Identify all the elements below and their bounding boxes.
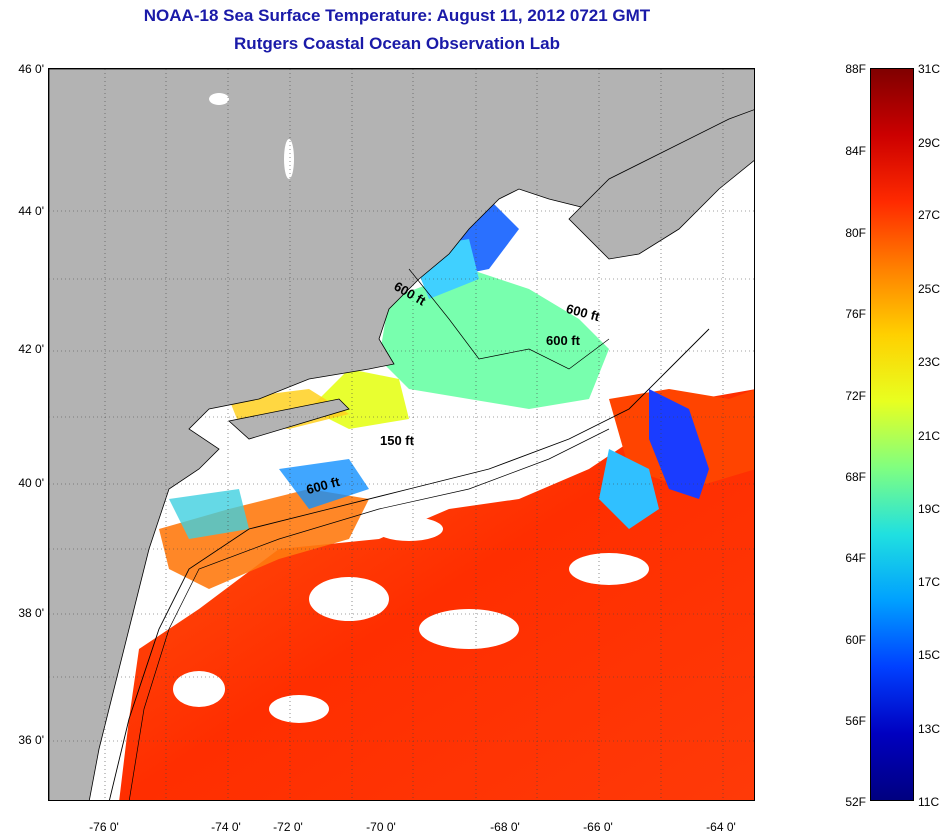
colorbar-f-label: 84F (845, 144, 866, 158)
lat-label: 38 0' (18, 606, 44, 620)
cloud-patch (375, 517, 443, 541)
lon-label: -74 0' (211, 820, 241, 834)
isobath-150ft (128, 428, 610, 800)
colorbar-c-label: 13C (918, 722, 941, 736)
lon-label: -70 0' (366, 820, 396, 834)
lake (209, 93, 229, 105)
lake (284, 139, 294, 179)
cool-water-east (599, 449, 659, 529)
lon-label: -66 0' (583, 820, 613, 834)
lat-label: 40 0' (18, 476, 44, 490)
lat-label: 46 0' (18, 62, 44, 76)
isobath-gulf (408, 268, 610, 370)
colorbar-c-label: 11C (918, 795, 940, 809)
colorbar-f-label: 72F (845, 389, 866, 403)
shelf-water (279, 459, 369, 509)
map-title: NOAA-18 Sea Surface Temperature: August … (143, 6, 651, 25)
temperature-colorbar (870, 68, 914, 801)
cold-water-east (649, 389, 709, 499)
colorbar-c-label: 25C (918, 282, 941, 296)
cloud-patch (269, 695, 329, 723)
warm-water (119, 389, 754, 800)
lon-label: -72 0' (273, 820, 303, 834)
colorbar-f-label: 76F (845, 307, 866, 321)
cloud-patch (569, 553, 649, 585)
colorbar-f-label: 52F (845, 795, 866, 809)
lat-label: 36 0' (18, 733, 44, 747)
colorbar-c-label: 23C (918, 355, 941, 369)
cloud-patch (419, 609, 519, 649)
colorbar-f-label: 80F (845, 226, 866, 240)
lat-label: 42 0' (18, 342, 44, 356)
colorbar-c-label: 15C (918, 648, 941, 662)
lon-label: -64 0' (706, 820, 736, 834)
colorbar-f-label: 60F (845, 633, 866, 647)
colorbar-c-label: 19C (918, 502, 941, 516)
isobath-label: 600 ft (546, 333, 580, 348)
long-island (228, 398, 350, 440)
lat-label: 44 0' (18, 204, 44, 218)
colorbar-c-label: 31C (918, 62, 941, 76)
cool-water (379, 269, 609, 409)
sst-map (48, 68, 755, 801)
colorbar-f-label: 68F (845, 470, 866, 484)
cloud-patch (173, 671, 225, 707)
colorbar-c-label: 29C (918, 136, 941, 150)
sst-map-svg (49, 69, 754, 800)
colorbar-f-label: 88F (845, 62, 866, 76)
cloud-patch (309, 577, 389, 621)
isobath-label: 150 ft (380, 433, 414, 448)
colorbar-c-label: 21C (918, 429, 941, 443)
lon-label: -68 0' (490, 820, 520, 834)
colorbar-f-label: 56F (845, 714, 866, 728)
colorbar-f-label: 64F (845, 551, 866, 565)
isobath-600ft (109, 328, 710, 800)
colorbar-c-label: 27C (918, 208, 941, 222)
shelf-water (169, 489, 249, 539)
map-subtitle: Rutgers Coastal Ocean Observation Lab (234, 34, 560, 53)
colorbar-c-label: 17C (918, 575, 941, 589)
nova-scotia (568, 109, 754, 260)
lon-label: -76 0' (89, 820, 119, 834)
